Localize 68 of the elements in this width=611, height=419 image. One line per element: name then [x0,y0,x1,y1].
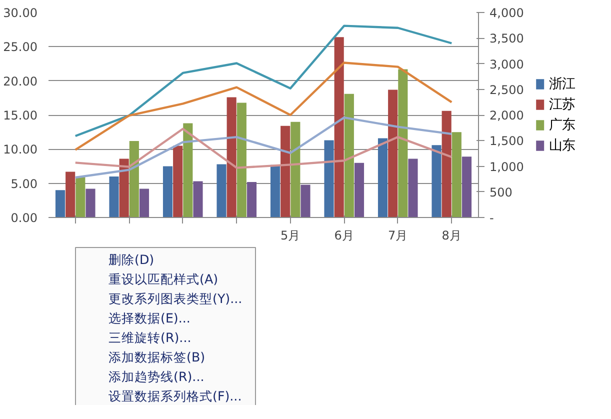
legend-label: 广东 [548,118,575,133]
y2-tick-label: 3,000 [490,57,524,72]
bar [129,140,139,218]
text: 更改系列图表类型(Y)... [108,290,242,306]
line-series [74,116,453,179]
y-tick-label: 25.00 [3,40,38,54]
y-tick-label: 10.00 [3,142,38,157]
y2-tick-label: - [490,211,494,225]
bar [216,164,226,218]
text: 重设以匹配样式(A) [108,271,218,286]
bar [55,190,66,218]
line-series [74,128,453,169]
text: 删除(D) [108,252,154,267]
bar [66,172,76,218]
y-tick-label: 15.00 [3,108,38,122]
bar [119,158,129,218]
bar [246,182,257,218]
y2-tick-label: 2,000 [490,108,524,122]
y-tick-label: 0.00 [10,211,38,225]
y2-tick-label: 4,000 [490,6,524,20]
x-tick-label: 8月 [442,228,462,242]
text: 设置数据系列格式(F)... [108,388,242,404]
bar [324,140,334,218]
y-tick-label: 5.00 [10,176,38,191]
y2-tick-label: 3,500 [490,32,524,46]
y2-tick-label: 500 [490,185,512,200]
x-tick-label: 5月 [280,228,300,242]
text: 选择数据(E)... [108,310,190,326]
bar [162,166,173,218]
bar [344,94,354,218]
line-series [74,62,453,151]
bar [173,146,183,218]
bar [452,132,462,218]
bar [193,181,203,218]
x-tick-label: 7月 [388,228,408,242]
bar [76,177,86,218]
bar [300,184,310,218]
text: 三维旋转(R)... [108,330,192,345]
bar [236,102,246,218]
bar [270,164,280,218]
bar [183,123,193,218]
bar [354,162,364,218]
bar [280,126,290,218]
y2-tick-label: 2,500 [490,82,524,97]
bar [462,156,472,218]
bar [408,158,418,218]
legend-label: 浙江 [548,76,575,92]
text: 添加数据标签(B) [108,349,206,364]
bar [398,69,408,218]
y2-tick-label: 1,500 [490,134,524,148]
text: 添加趋势线(R)... [108,368,204,384]
bar [109,176,119,218]
bar [86,188,96,218]
bar [139,188,150,218]
bar [442,110,452,218]
bar [290,122,300,218]
bar [378,138,388,218]
x-tick-label: 6月 [334,228,354,242]
y-tick-label: 30.00 [3,6,38,20]
bar [334,37,344,218]
legend-label: 山东 [548,138,575,154]
y-tick-label: 20.00 [3,74,38,88]
bar [432,145,442,218]
y2-tick-label: 1,000 [490,160,524,174]
legend-label: 江苏 [548,97,575,112]
bar [388,90,398,218]
line-series [74,24,453,138]
bar [226,97,236,218]
